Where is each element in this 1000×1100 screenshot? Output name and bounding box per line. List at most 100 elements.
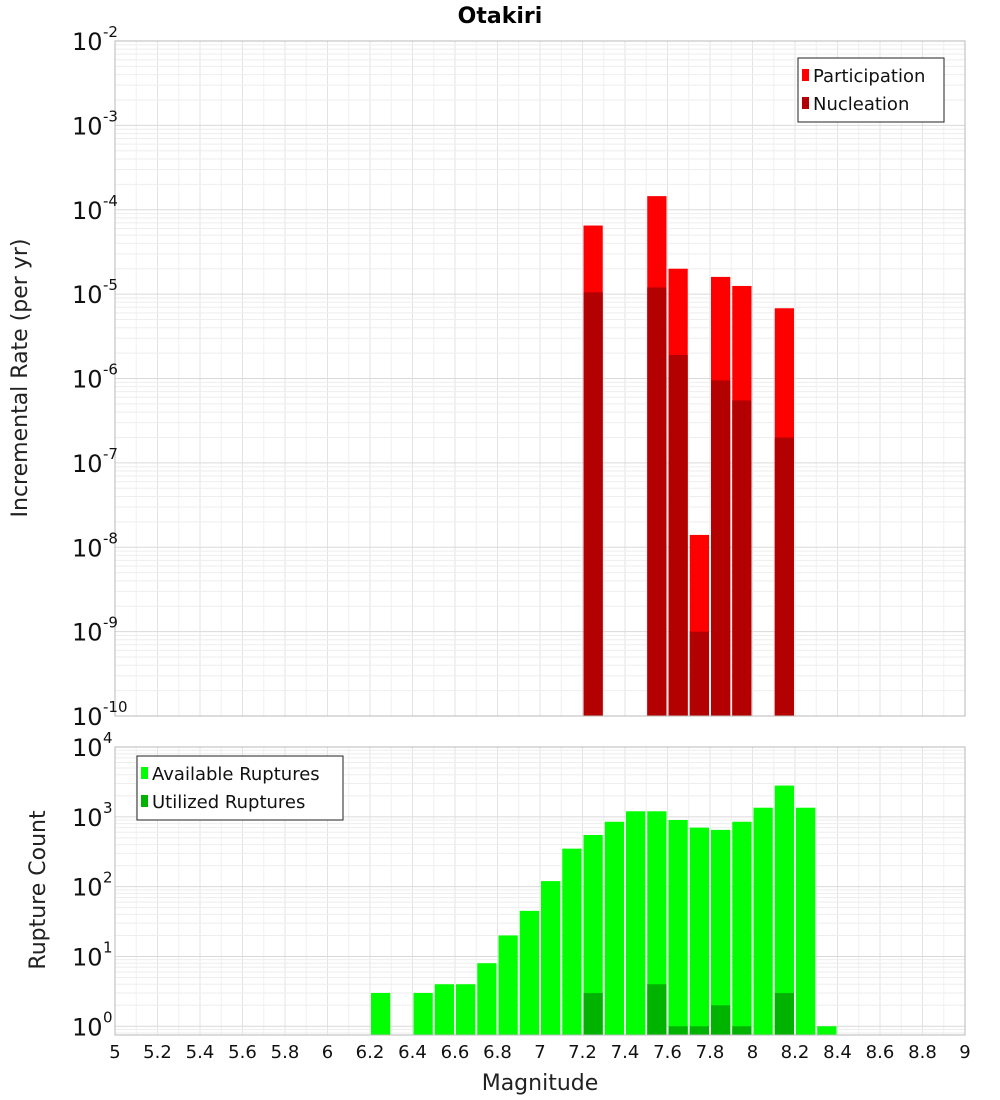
chart-title: Otakiri: [458, 4, 543, 29]
x-tick-label: 7: [534, 1042, 545, 1063]
y-tick-label: 10: [72, 703, 103, 731]
bar: [434, 984, 454, 1035]
bar: [817, 1026, 837, 1035]
bar: [604, 821, 624, 1035]
y-tick-exponent: -7: [103, 445, 118, 463]
x-axis-label: Magnitude: [482, 1071, 599, 1096]
x-tick-label: 6.2: [356, 1042, 385, 1063]
rate-y-axis-label: Incremental Rate (per yr): [8, 239, 33, 518]
legend-label: Utilized Ruptures: [152, 792, 305, 813]
gridlines: [114, 40, 966, 717]
x-tick-label: 7.2: [568, 1042, 597, 1063]
bar: [732, 821, 752, 1035]
y-tick-label: 10: [72, 450, 103, 478]
bar: [498, 935, 518, 1035]
y-tick-exponent: 2: [103, 869, 113, 887]
plot-frame: [114, 746, 966, 1036]
bar: [583, 292, 603, 716]
x-tick-label: 8.4: [823, 1042, 852, 1063]
count-y-axis-label: Rupture Count: [26, 810, 51, 970]
bar: [456, 984, 476, 1035]
bar: [732, 400, 752, 716]
y-tick-exponent: -4: [103, 192, 118, 210]
bar: [647, 984, 667, 1035]
bar: [647, 287, 667, 716]
legend-swatch: [141, 767, 148, 779]
x-tick-label: 6.6: [441, 1042, 470, 1063]
y-tick-label: 10: [72, 804, 103, 832]
x-tick-label: 6.8: [483, 1042, 512, 1063]
x-tick-label: 5.6: [228, 1042, 257, 1063]
bar: [668, 820, 688, 1035]
series-nucleation: [583, 287, 794, 716]
legend-label: Nucleation: [813, 94, 909, 115]
legend-label: Available Ruptures: [152, 764, 320, 785]
bar: [796, 807, 816, 1035]
bar: [774, 992, 794, 1035]
legend-swatch: [141, 795, 148, 807]
bar: [689, 1026, 709, 1035]
y-tick-label: 10: [72, 28, 103, 56]
legend-box: [136, 755, 344, 821]
y-tick-exponent: -3: [103, 107, 118, 125]
x-tick-label: 5: [109, 1042, 120, 1063]
x-tick-label: 9: [959, 1042, 970, 1063]
x-tick-labels: 5 5.2 5.4 5.6 5.8 6 6.2 6.4 6.6 6.8 7 7.2 7.4 7.6 7.8 8…: [109, 1042, 970, 1063]
bar: [626, 811, 646, 1035]
y-tick-exponent: 3: [103, 799, 113, 817]
bar: [371, 992, 391, 1035]
bar: [413, 992, 433, 1035]
y-tick-exponent: -2: [103, 23, 118, 41]
x-tick-label: 7.4: [611, 1042, 640, 1063]
y-tick-label: 10: [72, 281, 103, 309]
x-tick-label: 6.4: [398, 1042, 427, 1063]
y-tick-exponent: 1: [103, 938, 113, 956]
legend-label: Participation: [813, 66, 925, 87]
y-tick-exponent: -8: [103, 529, 118, 547]
y-tick-label: 10: [72, 366, 103, 394]
rate-plot: 10-210-310-410-510-610-710-810-910 -10Par…: [72, 23, 966, 731]
bar: [711, 1005, 731, 1035]
y-tick-exponent: 0: [103, 1008, 113, 1026]
y-tick-label: 10: [72, 197, 103, 225]
x-tick-label: 8.2: [781, 1042, 810, 1063]
x-tick-label: 8: [747, 1042, 758, 1063]
y-tick-label: 10: [72, 943, 103, 971]
plot-frame: [114, 40, 966, 717]
y-tick-label: 10: [72, 874, 103, 902]
bar: [689, 631, 709, 716]
bar: [711, 380, 731, 716]
bar: [477, 963, 497, 1035]
series-available-ruptures: [371, 785, 837, 1035]
y-tick-labels: 10-210-310-410-510-610-710-810-910-10: [72, 23, 128, 731]
bar: [647, 811, 667, 1035]
y-tick-label: 10: [72, 734, 103, 762]
x-tick-label: 5.8: [271, 1042, 300, 1063]
y-tick-exponent: 4: [103, 729, 113, 747]
bar: [668, 354, 688, 716]
y-tick-exponent: -9: [103, 614, 118, 632]
bar: [519, 910, 539, 1035]
bar: [753, 807, 773, 1035]
series-utilized-ruptures: [583, 984, 794, 1035]
x-tick-label: 7.6: [653, 1042, 682, 1063]
bar: [562, 848, 582, 1035]
x-tick-label: 8.8: [908, 1042, 937, 1063]
bar: [732, 1026, 752, 1035]
y-tick-label: 10: [72, 1013, 103, 1041]
legend-swatch: [802, 69, 809, 81]
bar: [774, 785, 794, 1035]
x-tick-label: 7.8: [696, 1042, 725, 1063]
bar: [541, 881, 561, 1035]
y-tick-exponent: -10: [103, 698, 128, 716]
legend: Available Ruptures Utilized Ruptures: [136, 755, 344, 821]
bar: [583, 992, 603, 1035]
x-tick-label: 8.6: [866, 1042, 895, 1063]
bar: [711, 829, 731, 1035]
x-tick-label: 6: [322, 1042, 333, 1063]
y-tick-label: 10: [72, 534, 103, 562]
y-tick-exponent: -6: [103, 361, 118, 379]
legend-swatch: [802, 97, 809, 109]
